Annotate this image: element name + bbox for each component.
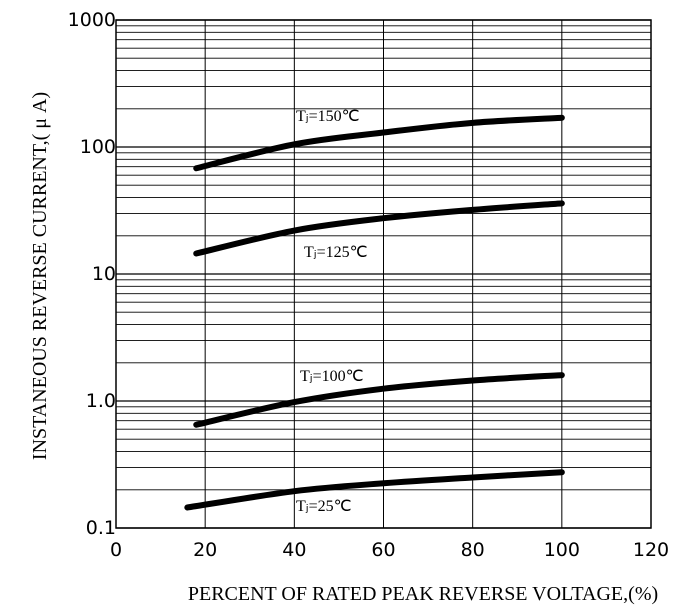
tick-labels: 0 20 40 60 80 100 120 0.1 1.0 10 100 1000	[68, 9, 669, 561]
y-tick-label: 1.0	[86, 390, 116, 412]
y-tick-label: 0.1	[86, 517, 116, 539]
x-tick-label: 100	[544, 539, 580, 561]
x-tick-label: 40	[282, 539, 306, 561]
series-line	[193, 200, 565, 257]
y-axis-title: INSTANEOUS REVERSE CURRENT,( μ A)	[29, 92, 51, 460]
x-tick-label: 60	[371, 539, 395, 561]
x-tick-label: 0	[110, 539, 122, 561]
y-tick-label: 1000	[68, 9, 116, 31]
y-tick-label: 10	[92, 263, 116, 285]
series-label: Tⱼ=150℃	[296, 108, 360, 125]
series-label: Tⱼ=125℃	[304, 244, 368, 261]
curve-labels: Tⱼ=150℃ Tⱼ=125℃ Tⱼ=100℃ Tⱼ=25℃	[296, 108, 368, 515]
x-axis-title: PERCENT OF RATED PEAK REVERSE VOLTAGE,(%…	[188, 583, 658, 605]
x-tick-label: 20	[193, 539, 217, 561]
grid	[115, 19, 652, 529]
series-line	[184, 469, 565, 511]
series-label: Tⱼ=25℃	[296, 498, 352, 515]
x-tick-label: 120	[633, 539, 669, 561]
plot-frame	[115, 19, 652, 529]
y-tick-label: 100	[80, 136, 116, 158]
series-label: Tⱼ=100℃	[300, 368, 364, 385]
x-tick-label: 80	[461, 539, 485, 561]
curves	[184, 114, 565, 511]
series-line	[193, 372, 565, 428]
series-line	[193, 114, 565, 172]
